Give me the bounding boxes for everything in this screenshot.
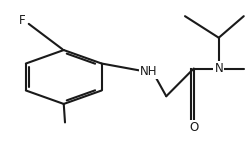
Text: NH: NH: [140, 65, 158, 78]
Text: N: N: [214, 62, 223, 75]
Text: O: O: [189, 121, 198, 134]
Text: F: F: [19, 14, 26, 26]
